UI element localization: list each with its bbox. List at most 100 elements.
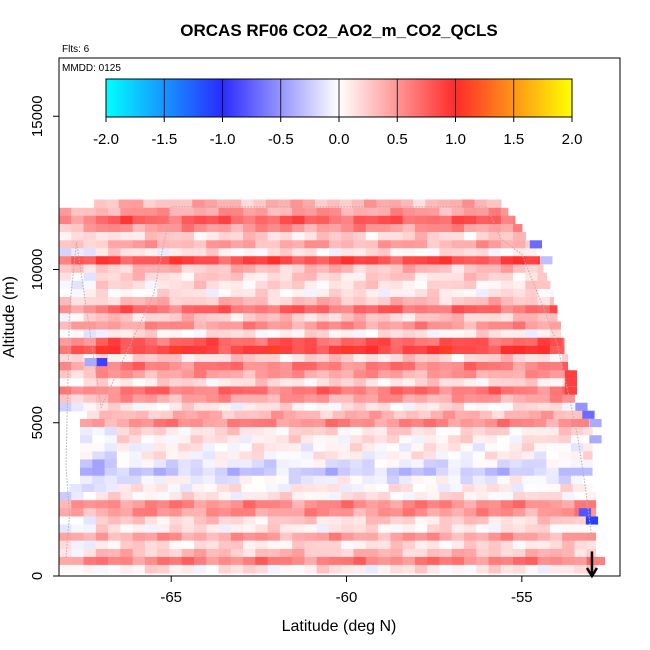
heatmap-cell (94, 483, 107, 493)
heatmap-cell (313, 475, 327, 485)
heatmap-cell (362, 467, 376, 477)
heatmap-cell (267, 248, 281, 257)
heatmap-cell (304, 345, 318, 355)
heatmap-cell (534, 459, 547, 469)
heatmap-cell (230, 508, 244, 517)
heatmap-cell (71, 215, 85, 225)
heatmap-cell (390, 378, 404, 387)
heatmap-cell (500, 386, 514, 396)
colorbar-tick-label: 1.5 (503, 131, 524, 148)
heatmap-cell (279, 361, 293, 371)
heatmap-cell (451, 386, 465, 396)
heatmap-cell (378, 508, 391, 517)
heatmap-cell (218, 402, 232, 412)
heatmap-cell (95, 313, 109, 322)
heatmap-cell (251, 426, 265, 436)
heatmap-cell (193, 215, 207, 225)
heatmap-cell (279, 386, 293, 396)
heatmap-cell (439, 207, 453, 217)
heatmap-cell (279, 232, 293, 241)
heatmap-cell (378, 354, 391, 363)
heatmap-cell (463, 378, 477, 387)
heatmap-cell (230, 345, 244, 355)
heatmap-cell (95, 500, 109, 509)
heatmap-cell (288, 443, 302, 452)
heatmap-cell (463, 321, 477, 331)
heatmap-cell (476, 516, 490, 526)
heatmap-cell (418, 410, 432, 420)
heatmap-cell (365, 272, 379, 282)
heatmap-cell (455, 410, 469, 420)
heatmap-cell (327, 483, 341, 493)
heatmap-cell (83, 232, 97, 241)
heatmap-cell (390, 361, 404, 371)
heatmap-cell (316, 289, 330, 298)
heatmap-cell (314, 199, 328, 209)
heatmap-cell (193, 280, 207, 290)
heatmap-cell (328, 280, 342, 290)
heatmap-cell (267, 207, 281, 217)
heatmap-cell (414, 491, 428, 501)
heatmap-cell (83, 256, 97, 265)
heatmap-cell (181, 532, 195, 542)
heatmap-cell (341, 215, 355, 225)
heatmap-cell (479, 410, 493, 420)
heatmap-cell (390, 556, 404, 566)
heatmap-cell (316, 313, 330, 322)
heatmap-cell (120, 361, 134, 371)
heatmap-cell (521, 435, 535, 444)
heatmap-cell (328, 394, 342, 404)
heatmap-cell (339, 483, 353, 493)
heatmap-cell (570, 426, 584, 436)
heatmap-cell (365, 402, 379, 412)
heatmap-cell (488, 264, 502, 274)
heatmap-cell (83, 224, 97, 233)
heatmap-cell (439, 329, 453, 339)
heatmap-cell (108, 207, 121, 217)
heatmap-cell (414, 402, 428, 412)
colorbar-tick-label: -1.0 (210, 131, 236, 148)
heatmap-cell (485, 435, 498, 444)
heatmap-cell (546, 451, 560, 461)
heatmap-cell (153, 467, 167, 477)
heatmap-cell (255, 386, 269, 396)
heatmap-cell (500, 516, 514, 526)
heatmap-cell (215, 475, 228, 485)
heatmap-cell (59, 556, 72, 566)
heatmap-cell (374, 435, 388, 444)
heatmap-cell (463, 354, 477, 363)
heatmap-cell (414, 321, 428, 331)
heatmap-cell (120, 508, 134, 517)
heatmap-cell (181, 508, 195, 517)
heatmap-cell (279, 305, 293, 314)
heatmap-cell (537, 256, 540, 265)
heatmap-cell (132, 386, 146, 396)
heatmap-cell (513, 508, 526, 517)
heatmap-cell (267, 224, 281, 233)
heatmap-cell (549, 361, 563, 371)
heatmap-cell (144, 516, 158, 526)
heatmap-cell (120, 491, 134, 501)
heatmap-cell (390, 394, 404, 404)
heatmap-cell (586, 532, 597, 542)
colorbar-tick-label: -1.5 (151, 131, 177, 148)
heatmap-cell (95, 321, 109, 331)
heatmap-cell (316, 378, 330, 387)
heatmap-cell (267, 508, 281, 517)
heatmap-cell (157, 248, 171, 257)
heatmap-cell (435, 435, 449, 444)
heatmap-cell (251, 443, 265, 452)
heatmap-cell (328, 289, 342, 298)
heatmap-cell (215, 467, 228, 477)
heatmap-cell (243, 207, 256, 217)
heatmap-cell (509, 475, 523, 485)
heatmap-cell (513, 354, 526, 363)
heatmap-cell (108, 532, 121, 542)
heatmap-cell (534, 443, 547, 452)
heatmap-cell (215, 418, 228, 428)
heatmap-cell (316, 207, 330, 217)
heatmap-cell (227, 459, 241, 469)
heatmap-cell (488, 215, 502, 225)
heatmap-cell (337, 435, 351, 444)
heatmap-cell (378, 280, 391, 290)
